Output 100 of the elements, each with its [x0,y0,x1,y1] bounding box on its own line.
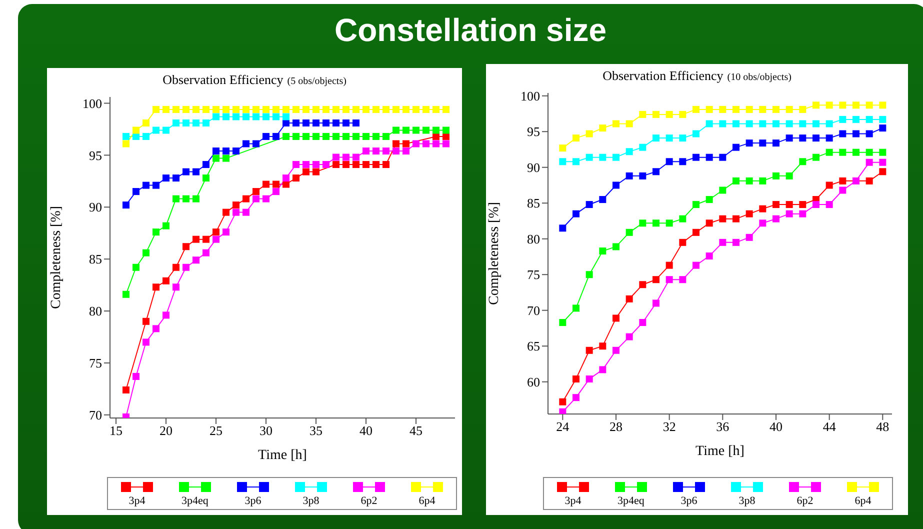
point [222,228,230,236]
point [639,172,646,180]
y-tick-label: 65 [527,338,540,354]
point [879,116,886,123]
point [352,119,360,126]
x-axis-title: Time [h] [258,448,307,463]
y-tick-label: 75 [527,267,540,282]
point [559,398,566,406]
y-tick-label: 75 [89,356,102,371]
point [826,102,833,109]
y-tick-label: 80 [89,304,102,319]
point [746,234,753,241]
point [322,161,330,168]
point [799,106,806,113]
point [272,113,280,120]
point [442,140,450,148]
point [652,300,660,307]
point [759,120,766,128]
point [826,148,833,156]
point [772,201,780,208]
point [232,106,240,113]
point [746,120,753,128]
y-tick-label: 70 [527,302,540,318]
point [162,174,170,182]
point [212,113,220,120]
point [272,180,280,188]
point [282,113,290,120]
point [352,132,360,140]
point [666,220,673,227]
point [786,106,793,113]
point [122,290,130,298]
point [132,132,140,140]
y-tick-label: 95 [89,148,102,163]
point [352,106,360,113]
point [692,262,700,269]
point [182,106,190,113]
point [252,195,260,202]
point [202,106,210,113]
point [192,119,200,126]
point [312,168,320,176]
point [122,202,130,209]
point [746,106,753,113]
point [839,148,846,156]
chart-title: Observation Efficiency [602,68,724,83]
point [692,154,700,161]
point [192,236,200,243]
point [412,140,420,148]
point [586,130,593,138]
point [192,106,200,113]
point [432,140,440,148]
point [879,158,886,166]
point [826,134,833,142]
y-tick-label: 95 [527,124,540,140]
x-tick-label: 25 [210,423,222,438]
point [852,130,860,138]
point [182,195,190,202]
point [572,304,580,312]
x-tick-label: 48 [876,419,890,434]
point [242,106,250,113]
legend-label: 6p2 [796,494,814,506]
legend-label: 3p6 [244,494,262,506]
point [162,126,170,134]
point [392,106,400,113]
x-tick-label: 28 [610,419,622,434]
point [282,132,290,140]
point [122,386,130,394]
point [786,120,793,128]
point [192,168,200,176]
point [586,271,593,278]
point [412,126,420,134]
point [212,236,220,243]
point [172,264,180,271]
x-tick-label: 15 [110,423,122,438]
point [612,182,620,189]
point [262,113,270,120]
point [839,116,846,123]
point [812,201,820,208]
point [639,144,646,151]
point [202,236,210,243]
point [772,140,780,147]
point [332,132,340,140]
point [152,126,160,134]
x-tick-label: 45 [410,423,422,438]
point [422,140,430,148]
point [402,106,410,113]
point [252,113,260,120]
x-tick-label: 35 [310,423,322,438]
point [222,148,230,155]
y-tick-label: 85 [89,252,102,267]
point [626,295,633,302]
point [302,119,310,126]
x-tick-label: 32 [662,419,676,434]
point [302,168,310,176]
point [242,140,250,148]
point [626,120,633,128]
point [362,161,370,168]
point [372,148,380,155]
point [626,148,633,156]
text: Constellation size [333,12,608,49]
point [432,126,440,134]
